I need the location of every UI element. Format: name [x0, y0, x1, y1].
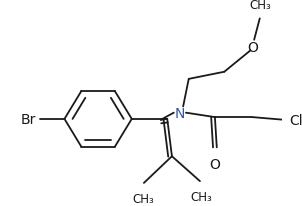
Text: CH₃: CH₃: [190, 190, 212, 203]
Text: CH₃: CH₃: [132, 192, 154, 205]
Text: Cl: Cl: [290, 113, 302, 127]
Text: O: O: [210, 157, 220, 171]
Text: CH₃: CH₃: [249, 0, 271, 12]
Text: Br: Br: [21, 112, 37, 126]
Text: N: N: [174, 106, 185, 120]
Text: O: O: [247, 41, 258, 55]
